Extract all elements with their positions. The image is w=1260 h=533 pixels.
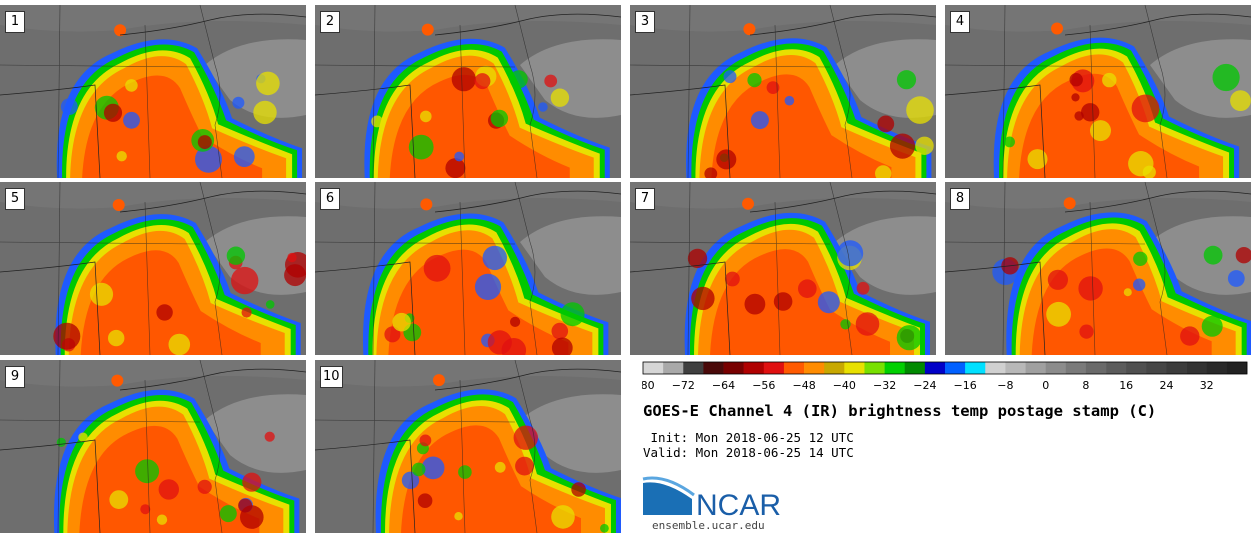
colorbar-tick-label: −8 — [997, 379, 1013, 392]
panel-number-label: 1 — [5, 11, 25, 33]
colorbar-bin — [824, 362, 845, 374]
colorbar-tick-label: 0 — [1042, 379, 1049, 392]
colorbar-tick-label: −80 — [642, 379, 655, 392]
panel-number-label: 10 — [320, 366, 343, 388]
colorbar-bin — [1166, 362, 1187, 374]
satellite-image — [630, 182, 936, 355]
colorbar-bin — [1005, 362, 1026, 374]
colorbar-tick-label: −40 — [833, 379, 856, 392]
ncar-logo: NCAR — [642, 476, 781, 521]
satellite-image — [945, 182, 1251, 355]
colorbar-bin — [1106, 362, 1127, 374]
map-panel: 8 — [945, 182, 1251, 355]
colorbar-bin — [1085, 362, 1107, 374]
panel-number-label: 2 — [320, 11, 340, 33]
colorbar-bin — [945, 362, 966, 374]
init-time: Init: Mon 2018-06-25 12 UTC — [643, 430, 854, 445]
colorbar-tick-label: 8 — [1082, 379, 1089, 392]
colorbar-bin — [985, 362, 1006, 374]
colorbar-tick-label: 24 — [1160, 379, 1174, 392]
satellite-image — [0, 182, 306, 355]
map-panel: 9 — [0, 360, 306, 533]
satellite-image — [315, 182, 621, 355]
colorbar-bin — [663, 362, 684, 374]
map-panel: 5 — [0, 182, 306, 355]
colorbar-tick-label: −64 — [712, 379, 735, 392]
colorbar-bin — [965, 362, 986, 374]
colorbar-bin — [884, 362, 906, 374]
valid-time: Valid: Mon 2018-06-25 14 UTC — [643, 445, 854, 460]
colorbar-tick-label: −16 — [953, 379, 976, 392]
satellite-image — [945, 5, 1251, 178]
satellite-image — [630, 5, 936, 178]
colorbar-bin — [783, 362, 805, 374]
panel-number-label: 8 — [950, 188, 970, 210]
panel-number-label: 3 — [635, 11, 655, 33]
colorbar-bin — [864, 362, 885, 374]
colorbar-tick-label: −24 — [913, 379, 936, 392]
colorbar-tick-label: −56 — [752, 379, 775, 392]
panel-number-label: 4 — [950, 11, 970, 33]
map-panel: 10 — [315, 360, 621, 533]
map-panel: 4 — [945, 5, 1251, 178]
colorbar-tick-label: 32 — [1200, 379, 1214, 392]
map-panel: 1 — [0, 5, 306, 178]
colorbar-bin — [1206, 362, 1228, 374]
colorbar-bin — [844, 362, 865, 374]
satellite-image — [315, 360, 621, 533]
map-panel: 6 — [315, 182, 621, 355]
plot-title: GOES-E Channel 4 (IR) brightness temp po… — [643, 402, 1157, 420]
colorbar-frame — [642, 361, 1248, 375]
colorbar-bin — [1126, 362, 1147, 374]
colorbar-tick-label: −48 — [792, 379, 815, 392]
map-panel: 7 — [630, 182, 936, 355]
satellite-image — [0, 5, 306, 178]
colorbar-bin — [924, 362, 946, 374]
ncar-logo-swoosh — [642, 476, 695, 497]
colorbar-bin — [743, 362, 765, 374]
colorbar-bin — [1045, 362, 1067, 374]
satellite-image — [315, 5, 621, 178]
colorbar-bin — [904, 362, 926, 374]
colorbar-bin — [804, 362, 825, 374]
panel-number-label: 9 — [5, 366, 25, 388]
ncar-logo-mark — [643, 482, 692, 515]
colorbar-bin — [1025, 362, 1046, 374]
satellite-image — [0, 360, 306, 533]
colorbar-tick-label: −32 — [873, 379, 896, 392]
colorbar-tick-label: 16 — [1119, 379, 1133, 392]
colorbar-bin — [683, 362, 704, 374]
map-panel: 3 — [630, 5, 936, 178]
colorbar-bin — [1065, 362, 1087, 374]
panel-number-label: 7 — [635, 188, 655, 210]
colorbar-bin — [1186, 362, 1208, 374]
colorbar-bin — [723, 362, 744, 374]
colorbar-bin — [763, 362, 785, 374]
panel-number-label: 5 — [5, 188, 25, 210]
panel-number-label: 6 — [320, 188, 340, 210]
ncar-logo-text: NCAR — [696, 489, 781, 521]
colorbar-bin — [1146, 362, 1167, 374]
colorbar-bin — [703, 362, 724, 374]
colorbar-bin — [643, 362, 664, 374]
colorbar-bin — [1226, 362, 1248, 374]
map-panel: 2 — [315, 5, 621, 178]
colorbar-tick-label: −72 — [672, 379, 695, 392]
site-url: ensemble.ucar.edu — [652, 519, 765, 532]
